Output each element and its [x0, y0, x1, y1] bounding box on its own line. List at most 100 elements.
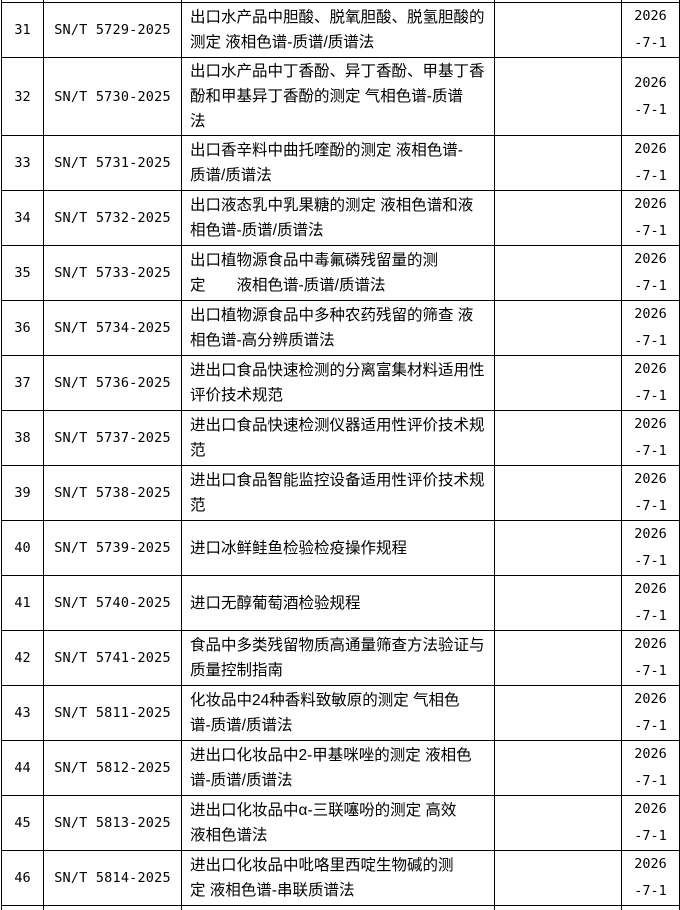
standard-name-cell-line: 出口植物源食品中多种农药残留的筛查 液 — [190, 303, 490, 328]
row-number-cell-line: 35 — [2, 265, 43, 281]
row-number-cell: 41 — [2, 576, 44, 631]
implementation-date-cell: 2026-7-1 — [622, 58, 680, 136]
implementation-date-cell: 2026-7-1 — [622, 796, 680, 851]
implementation-date-cell-line: -7-1 — [622, 438, 679, 465]
standard-code-cell-line: SN/T 5734-2025 — [44, 320, 181, 336]
remark-cell — [495, 796, 622, 851]
implementation-date-cell-line: 2026 — [622, 741, 679, 768]
standard-code-cell: SN/T 5812-2025 — [44, 741, 182, 796]
standard-name-cell: 进出口化妆品中吡咯里西啶生物碱的测定 液相色谱-串联质谱法 — [182, 851, 495, 906]
implementation-date-cell: 2026-7-1 — [622, 301, 680, 356]
remark-cell — [495, 741, 622, 796]
standard-code-cell: SN/T 5737-2025 — [44, 411, 182, 466]
remark-cell — [495, 136, 622, 191]
standard-name-cell: 出口香辛料中曲托喹酚的测定 液相色谱-质谱/质谱法 — [182, 136, 495, 191]
remark-cell — [495, 246, 622, 301]
standard-code-cell: SN/T 5813-2025 — [44, 796, 182, 851]
implementation-date-cell-line: 2026 — [622, 686, 679, 713]
standard-code-cell: SN/T 5734-2025 — [44, 301, 182, 356]
row-number-cell: 36 — [2, 301, 44, 356]
standard-code-cell: SN/T 5732-2025 — [44, 191, 182, 246]
standard-name-cell: 出口水产品中丁香酚、异丁香酚、甲基丁香酚和甲基异丁香酚的测定 气相色谱-质谱法 — [182, 58, 495, 136]
standard-code-cell: SN/T 5729-2025 — [44, 3, 182, 58]
implementation-date-cell-line: 2026 — [622, 411, 679, 438]
standard-name-cell-line: 定 液相色谱-质谱/质谱法 — [190, 273, 490, 298]
implementation-date-cell: 2026-7-1 — [622, 576, 680, 631]
remark-cell — [495, 466, 622, 521]
remark-cell — [495, 686, 622, 741]
implementation-date-cell-line: -7-1 — [622, 878, 679, 905]
implementation-date-cell: 2026-7-1 — [622, 356, 680, 411]
standard-code-cell-line: SN/T 5732-2025 — [44, 210, 181, 226]
standard-code-cell: SN/T 5733-2025 — [44, 246, 182, 301]
implementation-date-cell-line: -7-1 — [622, 823, 679, 850]
standard-name-cell-line: 出口香辛料中曲托喹酚的测定 液相色谱- — [190, 138, 490, 163]
implementation-date-cell-line: 2026 — [622, 191, 679, 218]
standard-code-cell-line: SN/T 5738-2025 — [44, 485, 181, 501]
standard-name-cell-line: 进出口化妆品中吡咯里西啶生物碱的测 — [190, 853, 490, 878]
standard-name-cell-line: 化妆品中24种香料致敏原的测定 气相色 — [190, 688, 490, 713]
implementation-date-cell-line: 2026 — [622, 521, 679, 548]
row-number-cell: 40 — [2, 521, 44, 576]
row-number-cell: 46 — [2, 851, 44, 906]
row-number-cell-line: 44 — [2, 760, 43, 776]
implementation-date-cell-line: -7-1 — [622, 768, 679, 795]
standard-code-cell: SN/T 5731-2025 — [44, 136, 182, 191]
standard-name-cell-line: 质谱/质谱法 — [190, 163, 490, 188]
implementation-date-cell-line: -7-1 — [622, 548, 679, 575]
standard-name-cell: 食品中多类残留物质高通量筛查方法验证与质量控制指南 — [182, 631, 495, 686]
partial-cell — [2, 906, 44, 910]
standard-name-cell-line: 食品中多类残留物质高通量筛查方法验证与 — [190, 633, 490, 658]
row-number-cell-line: 42 — [2, 650, 43, 666]
standard-code-cell: SN/T 5736-2025 — [44, 356, 182, 411]
remark-cell — [495, 851, 622, 906]
row-number-cell-line: 40 — [2, 540, 43, 556]
implementation-date-cell: 2026-7-1 — [622, 851, 680, 906]
implementation-date-cell: 2026-7-1 — [622, 411, 680, 466]
implementation-date-cell: 2026-7-1 — [622, 631, 680, 686]
implementation-date-cell-line: -7-1 — [622, 493, 679, 520]
row-number-cell: 42 — [2, 631, 44, 686]
standard-code-cell: SN/T 5738-2025 — [44, 466, 182, 521]
standard-code-cell-line: SN/T 5731-2025 — [44, 155, 181, 171]
row-number-cell: 33 — [2, 136, 44, 191]
standard-code-cell-line: SN/T 5741-2025 — [44, 650, 181, 666]
implementation-date-cell-line: 2026 — [622, 851, 679, 878]
remark-cell — [495, 521, 622, 576]
standard-name-cell-line: 范 — [190, 438, 490, 463]
row-number-cell-line: 31 — [2, 22, 43, 38]
row-number-cell: 44 — [2, 741, 44, 796]
standard-name-cell: 进口冰鲜鲑鱼检验检疫操作规程 — [182, 521, 495, 576]
standard-name-cell-line: 出口水产品中丁香酚、异丁香酚、甲基丁香 — [190, 59, 490, 84]
implementation-date-cell-line: 2026 — [622, 466, 679, 493]
implementation-date-cell-line: 2026 — [622, 246, 679, 273]
standard-name-cell: 进口无醇葡萄酒检验规程 — [182, 576, 495, 631]
row-number-cell-line: 41 — [2, 595, 43, 611]
row-number-cell-line: 34 — [2, 210, 43, 226]
remark-cell — [495, 191, 622, 246]
implementation-date-cell-line: -7-1 — [622, 163, 679, 190]
standard-code-cell-line: SN/T 5814-2025 — [44, 870, 181, 886]
standard-name-cell-line: 出口水产品中胆酸、脱氧胆酸、脱氢胆酸的 — [190, 5, 490, 30]
standard-name-cell: 出口植物源食品中毒氟磷残留量的测定 液相色谱-质谱/质谱法 — [182, 246, 495, 301]
row-number-cell-line: 36 — [2, 320, 43, 336]
row-number-cell-line: 43 — [2, 705, 43, 721]
partial-row-bottom-group — [2, 906, 680, 910]
partial-cell — [182, 906, 495, 910]
partial-cell — [495, 906, 622, 910]
implementation-date-cell-line: 2026 — [622, 301, 679, 328]
